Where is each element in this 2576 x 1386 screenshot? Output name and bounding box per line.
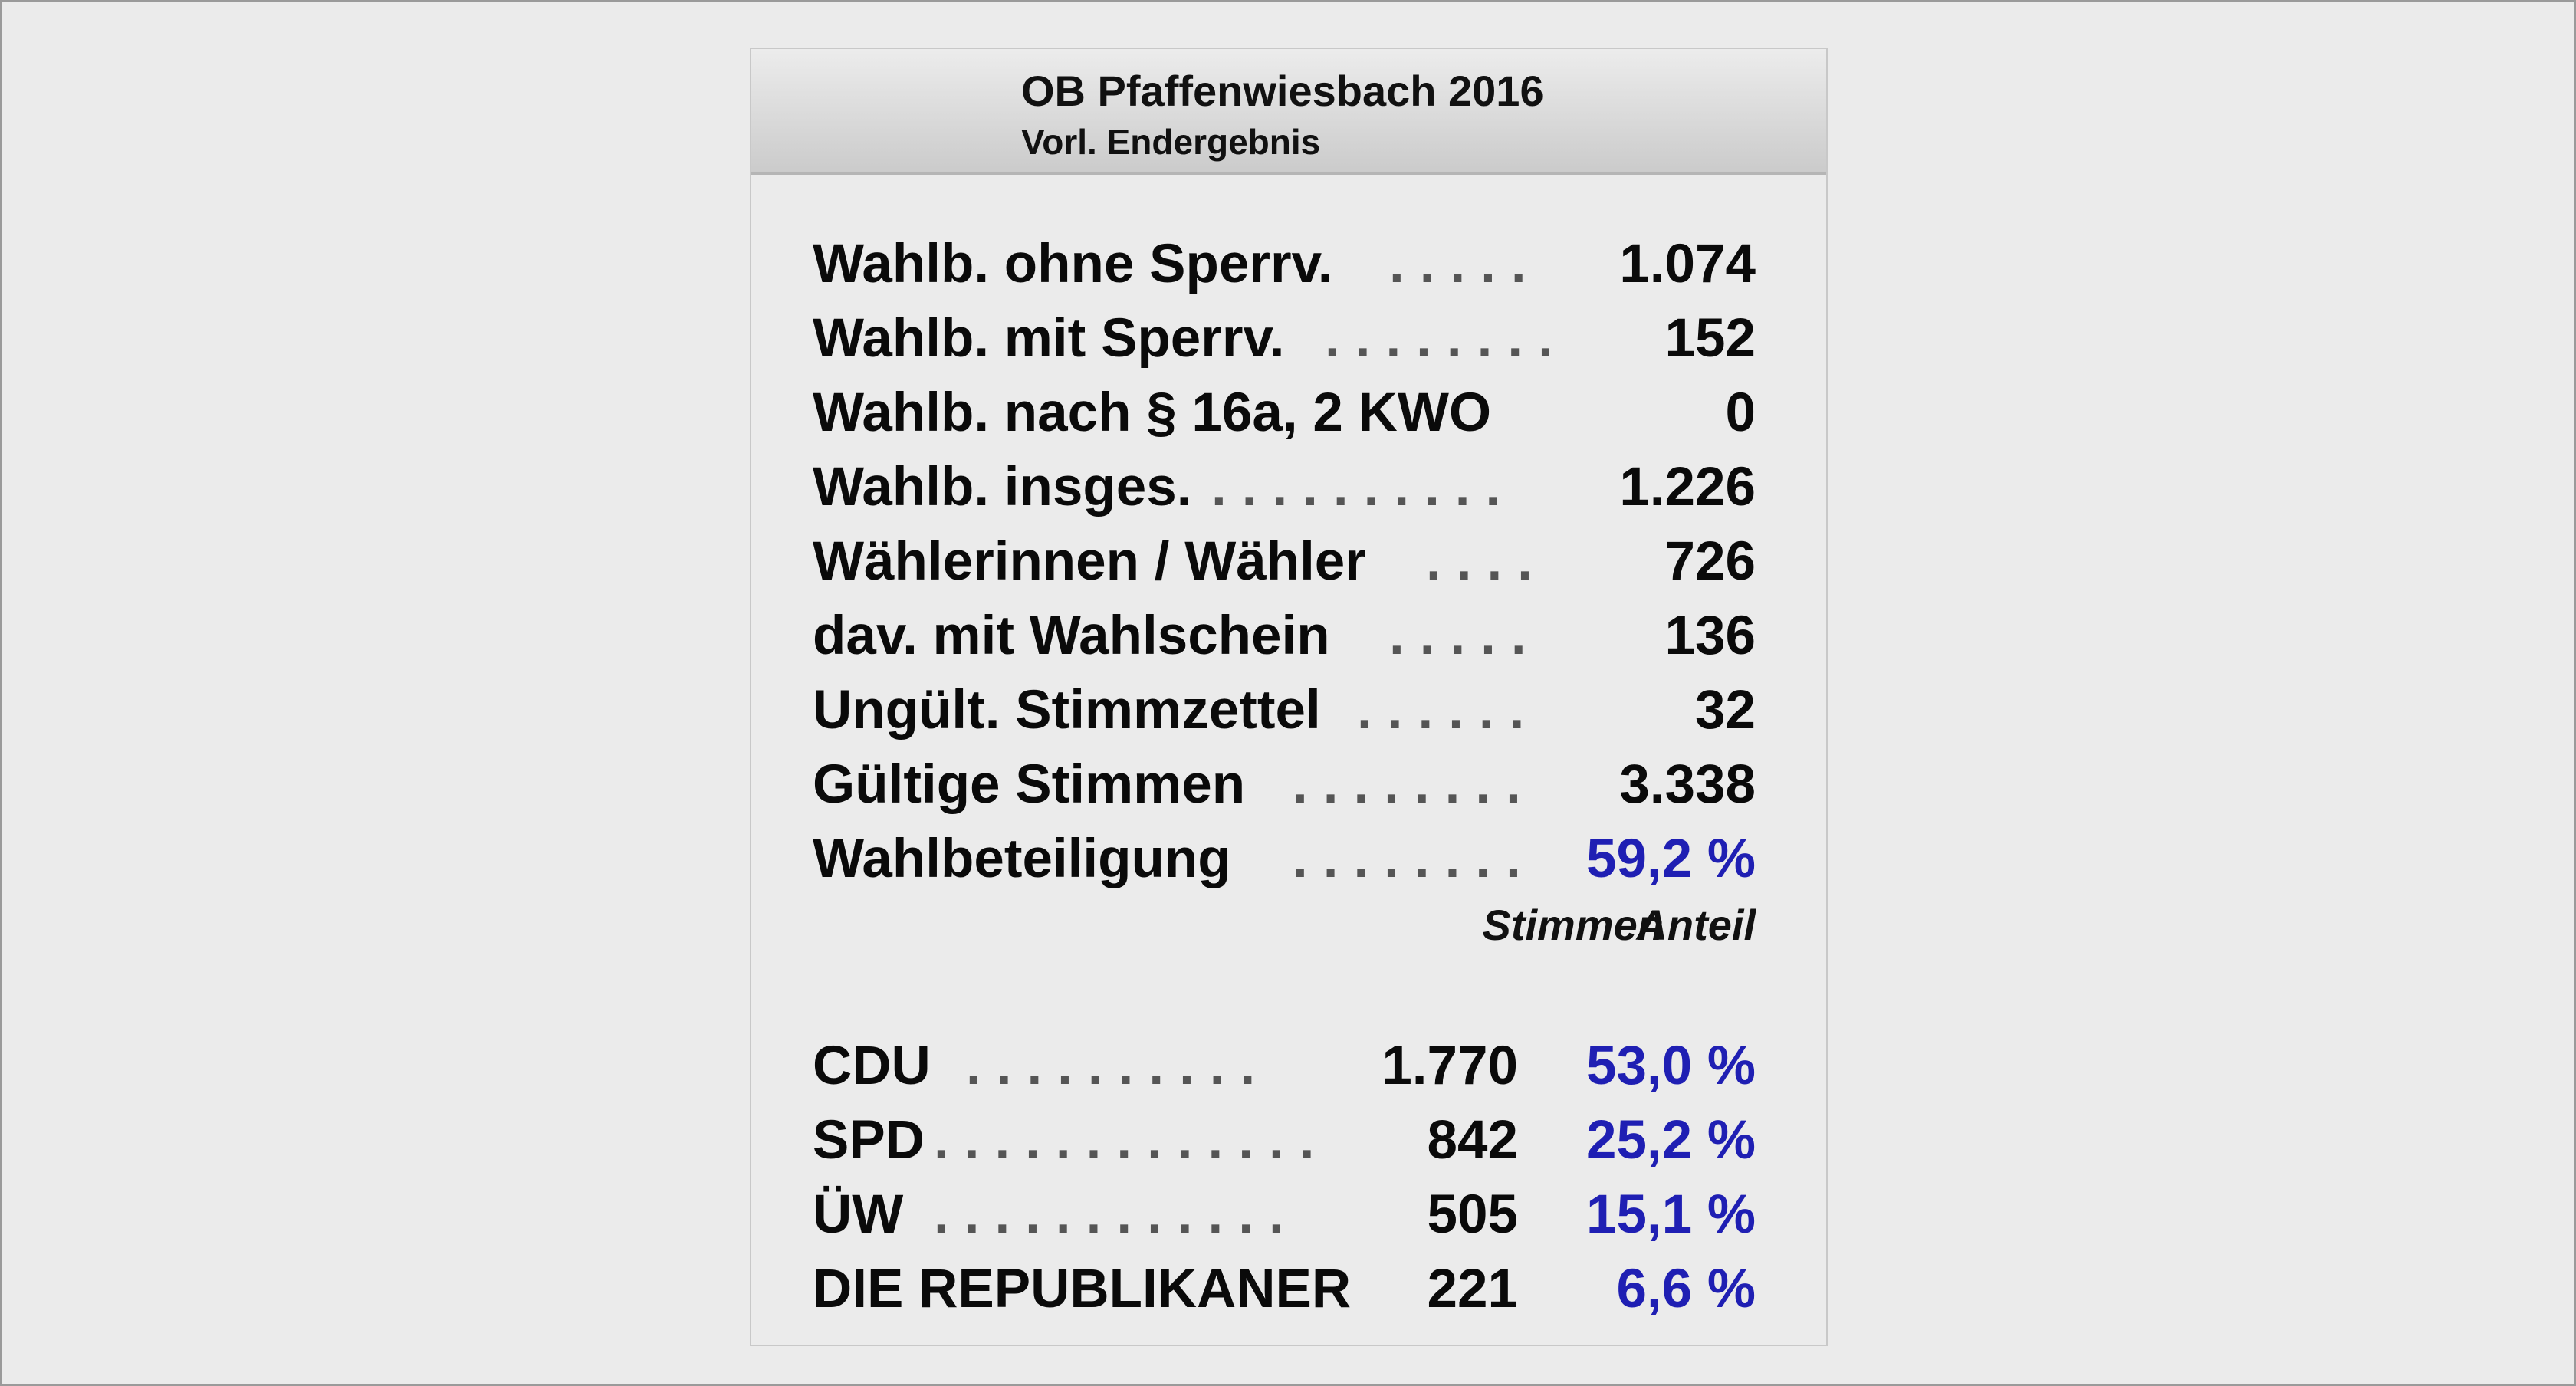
leader-dots: ........ [1293, 829, 1536, 889]
party-row-republikaner: DIE REPUBLIKANER 221 6,6 % [813, 1255, 1756, 1324]
summary-row-eligible-without-block: Wahlb. ohne Sperrv. ..... 1.074 [813, 230, 1756, 299]
summary-row-eligible-with-block: Wahlb. mit Sperrv. ........ 152 [813, 304, 1756, 373]
party-share: 6,6 % [1616, 1259, 1756, 1319]
party-name: CDU [813, 1036, 931, 1096]
leader-dots: ..... [1389, 234, 1542, 294]
column-header-votes: Stimmen [1482, 901, 1664, 949]
turnout-percent: 59,2 % [1585, 829, 1756, 889]
summary-label: Wählerinnen / Wähler [813, 531, 1366, 592]
party-row-cdu: CDU .......... 1.770 53,0 % [813, 1032, 1756, 1101]
party-votes: 1.770 [1382, 1036, 1518, 1096]
party-row-spd: SPD ............. 842 25,2 % [813, 1106, 1756, 1175]
leader-dots: ........ [1293, 754, 1536, 815]
party-votes: 842 [1427, 1110, 1518, 1171]
summary-row-turnout: Wahlbeteiligung ........ 59,2 % [813, 825, 1756, 894]
summary-label: Wahlb. insges. [813, 457, 1192, 517]
leader-dots: .......... [966, 1036, 1271, 1096]
summary-label: Wahlbeteiligung [813, 829, 1231, 889]
party-name: ÜW [813, 1184, 904, 1245]
party-votes: 221 [1427, 1259, 1518, 1319]
summary-label: Gültige Stimmen [813, 754, 1246, 815]
party-share: 15,1 % [1585, 1184, 1756, 1245]
page-subtitle: Vorl. Endergebnis [1021, 122, 1321, 162]
results-panel: OB Pfaffenwiesbach 2016 Vorl. Endergebni… [750, 48, 1828, 1346]
column-header-share: Anteil [1636, 901, 1756, 949]
leader-dots: ..... [1389, 606, 1542, 666]
panel-header: OB Pfaffenwiesbach 2016 Vorl. Endergebni… [751, 49, 1826, 175]
summary-row-voters: Wählerinnen / Wähler .... 726 [813, 527, 1756, 596]
leader-dots: ............ [934, 1184, 1300, 1245]
leader-dots: .... [1426, 531, 1548, 592]
summary-value: 152 [1664, 308, 1756, 369]
summary-label: Wahlb. mit Sperrv. [813, 308, 1285, 369]
summary-row-eligible-16a: Wahlb. nach § 16a, 2 KWO 0 [813, 379, 1756, 448]
summary-value: 726 [1664, 531, 1756, 592]
summary-value: 1.074 [1619, 234, 1756, 294]
party-share: 25,2 % [1585, 1110, 1756, 1171]
summary-value: 3.338 [1619, 754, 1756, 815]
leader-dots: ............. [934, 1110, 1330, 1171]
page-title: OB Pfaffenwiesbach 2016 [1021, 67, 1544, 115]
summary-row-postal-voters: dav. mit Wahlschein ..... 136 [813, 602, 1756, 671]
summary-label: Wahlb. ohne Sperrv. [813, 234, 1333, 294]
party-votes: 505 [1427, 1184, 1518, 1245]
summary-value: 32 [1695, 680, 1756, 741]
summary-row-valid-votes: Gültige Stimmen ........ 3.338 [813, 750, 1756, 819]
party-name: DIE REPUBLIKANER [813, 1259, 1352, 1319]
summary-label: dav. mit Wahlschein [813, 606, 1330, 666]
summary-label: Ungült. Stimmzettel [813, 680, 1321, 741]
party-row-uew: ÜW ............ 505 15,1 % [813, 1181, 1756, 1250]
summary-row-eligible-total: Wahlb. insges. .......... 1.226 [813, 453, 1756, 522]
leader-dots: ........ [1325, 308, 1569, 369]
leader-dots: ...... [1357, 680, 1540, 741]
summary-value: 136 [1664, 606, 1756, 666]
party-share: 53,0 % [1585, 1036, 1756, 1096]
party-name: SPD [813, 1110, 925, 1171]
summary-value: 0 [1725, 383, 1756, 443]
summary-label: Wahlb. nach § 16a, 2 KWO [813, 383, 1492, 443]
leader-dots: .......... [1211, 457, 1516, 517]
summary-value: 1.226 [1619, 457, 1756, 517]
summary-row-invalid-ballots: Ungült. Stimmzettel ...... 32 [813, 676, 1756, 745]
